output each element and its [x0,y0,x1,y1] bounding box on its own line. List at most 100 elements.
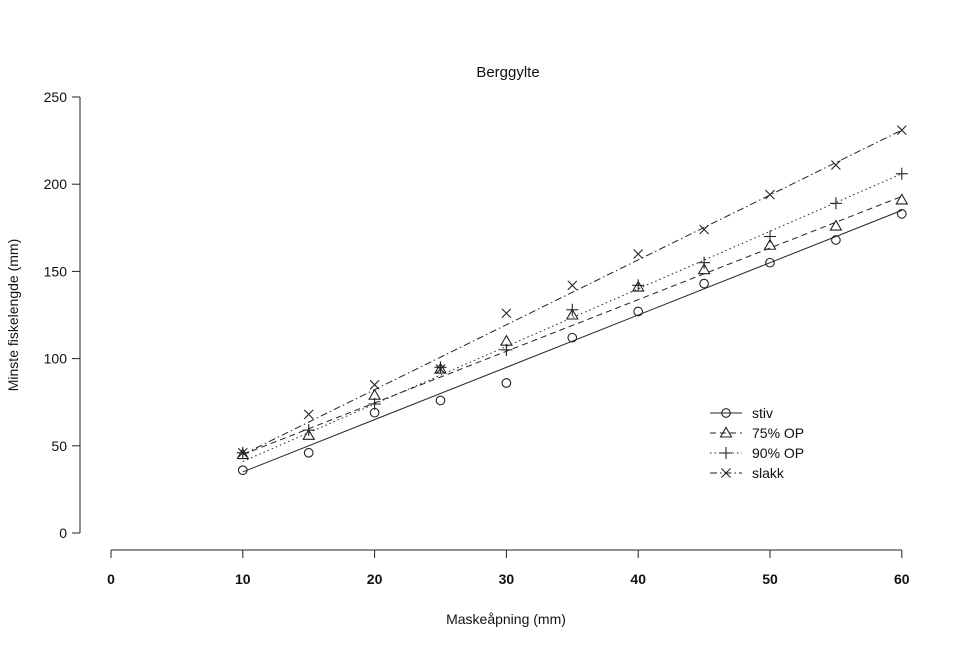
legend-label-3: slakk [752,465,785,481]
y-tick-label-200: 200 [44,176,68,192]
point-s3-10 [896,125,907,136]
x-axis: 0 10 20 30 40 50 60 [107,549,910,587]
point-s1-7 [697,263,711,275]
point-s2-9 [829,197,842,210]
point-s3-8-b [765,189,775,200]
point-s1-4-shape [499,334,513,346]
fit-line-1 [242,195,902,455]
point-s3-6-b [633,249,644,259]
point-s0-1-shape [303,447,314,458]
point-s1-9 [829,219,843,231]
point-s3-10-b [896,125,907,136]
point-s2-2 [368,397,381,410]
x-tick-label-30: 30 [499,571,515,587]
y-tick-label-0: 0 [59,525,67,541]
point-s3-0-b [237,447,248,458]
point-s0-7 [699,278,709,289]
fit-lines [242,129,903,473]
legend-marker-0 [721,408,731,418]
point-s0-5 [567,332,578,343]
point-s3-2 [369,379,380,390]
point-s2-5 [566,303,579,316]
point-s0-9-shape [831,235,841,245]
point-s0-5-shape [567,332,578,343]
point-s1-10-shape [895,193,909,205]
point-s2-10 [895,167,908,180]
point-s0-1 [303,447,314,458]
point-s0-4 [501,378,512,388]
point-s0-4-shape [501,378,512,388]
point-s3-5-b [567,280,578,291]
legend-marker-0-shape [721,408,731,418]
point-s1-5 [565,308,579,320]
point-s0-0 [237,465,248,476]
point-s1-5-shape [565,308,579,320]
point-s0-10 [896,208,907,219]
point-s1-2-shape [368,388,382,400]
point-s1-2 [368,388,382,400]
x-tick-label-10: 10 [235,571,251,587]
x-tick-label-60: 60 [894,571,910,587]
legend: stiv 75% OP 90% OP slakk [710,405,804,481]
y-tick-label-150: 150 [44,263,68,279]
y-tick-label-250: 250 [44,89,68,105]
point-s0-3 [435,395,446,406]
point-s3-0 [237,447,248,458]
point-s2-1 [302,424,315,437]
legend-label-1: 75% OP [752,425,804,441]
data-points [236,125,909,476]
point-s1-4 [499,334,513,346]
x-tick-label-20: 20 [367,571,383,587]
legend-marker-1 [719,426,733,438]
point-s1-8 [763,238,777,250]
point-s3-8 [765,189,775,200]
point-s3-9 [831,160,841,170]
point-s2-8 [764,230,776,243]
point-s2-3 [434,361,447,374]
point-s3-4-b [501,308,512,319]
point-s2-7 [698,256,711,269]
point-s3-9-b [831,160,841,170]
point-s3-6 [633,249,644,259]
fit-line-0 [242,209,902,473]
point-s3-7-b [699,224,709,235]
point-s0-8 [765,257,775,268]
point-s0-0-shape [237,465,248,476]
point-s3-5 [567,280,578,291]
point-s1-1-shape [302,428,316,440]
y-axis-label: Minste fiskelengde (mm) [5,239,21,392]
point-s1-1 [302,428,316,440]
point-s0-10-shape [896,208,907,219]
point-s0-9 [831,235,841,245]
point-s2-6 [632,279,645,292]
legend-marker-1-shape [719,426,733,438]
point-s3-3-b [435,364,446,374]
point-s3-3 [435,364,446,374]
y-tick-label-100: 100 [44,351,68,367]
point-s0-6-shape [633,306,644,317]
y-axis: 0 50 100 150 200 250 [44,89,81,541]
point-s1-9-shape [829,219,843,231]
point-s0-3-shape [435,395,446,406]
point-s3-2-b [369,379,380,390]
point-s1-10 [895,193,909,205]
point-s0-8-shape [765,257,775,268]
legend-label-2: 90% OP [752,445,804,461]
point-s3-7 [699,224,709,235]
x-tick-label-0: 0 [107,571,115,587]
y-tick-label-50: 50 [51,438,67,454]
x-axis-label: Maskeåpning (mm) [446,611,566,627]
fit-line-2 [242,173,903,462]
x-tick-label-50: 50 [762,571,778,587]
x-tick-label-40: 40 [630,571,646,587]
point-s0-7-shape [699,278,709,289]
legend-label-0: stiv [752,405,773,421]
legend-marker-3-b [721,468,731,478]
point-s3-4 [501,308,512,319]
point-s3-1-b [303,409,314,420]
point-s3-1 [303,409,314,420]
chart-title: Berggylte [476,64,539,81]
legend-marker-2 [720,447,732,459]
point-s0-6 [633,306,644,317]
